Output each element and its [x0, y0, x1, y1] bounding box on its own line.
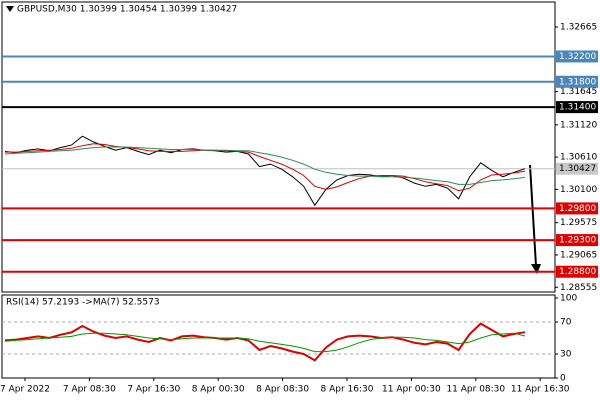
level-box	[556, 50, 598, 63]
symbol-icon	[6, 6, 14, 12]
chart-title: GBPUSD,M30 1.30399 1.30454 1.30399 1.304…	[17, 5, 237, 15]
level-label: 1.31400	[559, 103, 596, 113]
level-label: 1.29800	[559, 204, 596, 214]
series-line	[4, 322, 526, 362]
y-tick-label: 1.31120	[560, 120, 597, 130]
forecast-arrowhead	[531, 264, 541, 274]
y-tick-label: 1.30610	[560, 153, 597, 163]
last-price-box	[556, 162, 598, 175]
y-tick-label: 1.32665	[560, 23, 597, 33]
series-line	[4, 146, 526, 185]
level-box	[556, 265, 598, 278]
y-tick-label: 1.29065	[560, 250, 597, 260]
y-tick-label: 1.29575	[560, 218, 597, 228]
series-line	[4, 135, 526, 207]
x-tick-label: 11 Apr 16:30	[511, 385, 570, 395]
level-label: 1.28800	[559, 267, 596, 277]
y-tick-label: 30	[560, 350, 572, 360]
x-tick-label: 8 Apr 08:30	[256, 385, 309, 395]
level-label: 1.31800	[559, 77, 596, 87]
rsi-title: RSI(14) 57.2193 ->MA(7) 52.5573	[6, 298, 160, 308]
level-box	[556, 234, 598, 247]
y-tick-label: 0	[560, 374, 566, 384]
series-line	[4, 332, 526, 353]
y-tick-label: 1.30100	[560, 185, 597, 195]
level-label: 1.29300	[559, 236, 596, 246]
x-tick-label: 11 Apr 00:30	[382, 385, 441, 395]
level-label: 1.32200	[559, 52, 596, 62]
x-tick-label: 8 Apr 00:30	[192, 385, 245, 395]
x-tick-label: 7 Apr 08:30	[63, 385, 116, 395]
y-tick-label: 70	[560, 318, 572, 328]
x-tick-label: 7 Apr 16:30	[127, 385, 180, 395]
last-price-label: 1.30427	[559, 164, 596, 174]
level-box	[556, 101, 598, 114]
forecast-arrow	[529, 164, 537, 267]
y-tick-label: 1.31645	[560, 87, 597, 97]
x-tick-label: 8 Apr 16:30	[321, 385, 374, 395]
x-tick-label: 7 Apr 2022	[0, 385, 50, 395]
level-box	[556, 202, 598, 215]
level-box	[556, 75, 598, 88]
main-frame	[1, 1, 556, 293]
x-tick-label: 11 Apr 08:30	[446, 385, 505, 395]
y-tick-label: 1.28555	[560, 283, 597, 293]
series-line	[5, 143, 526, 192]
rsi-frame	[1, 294, 556, 379]
y-tick-label: 100	[560, 294, 577, 304]
